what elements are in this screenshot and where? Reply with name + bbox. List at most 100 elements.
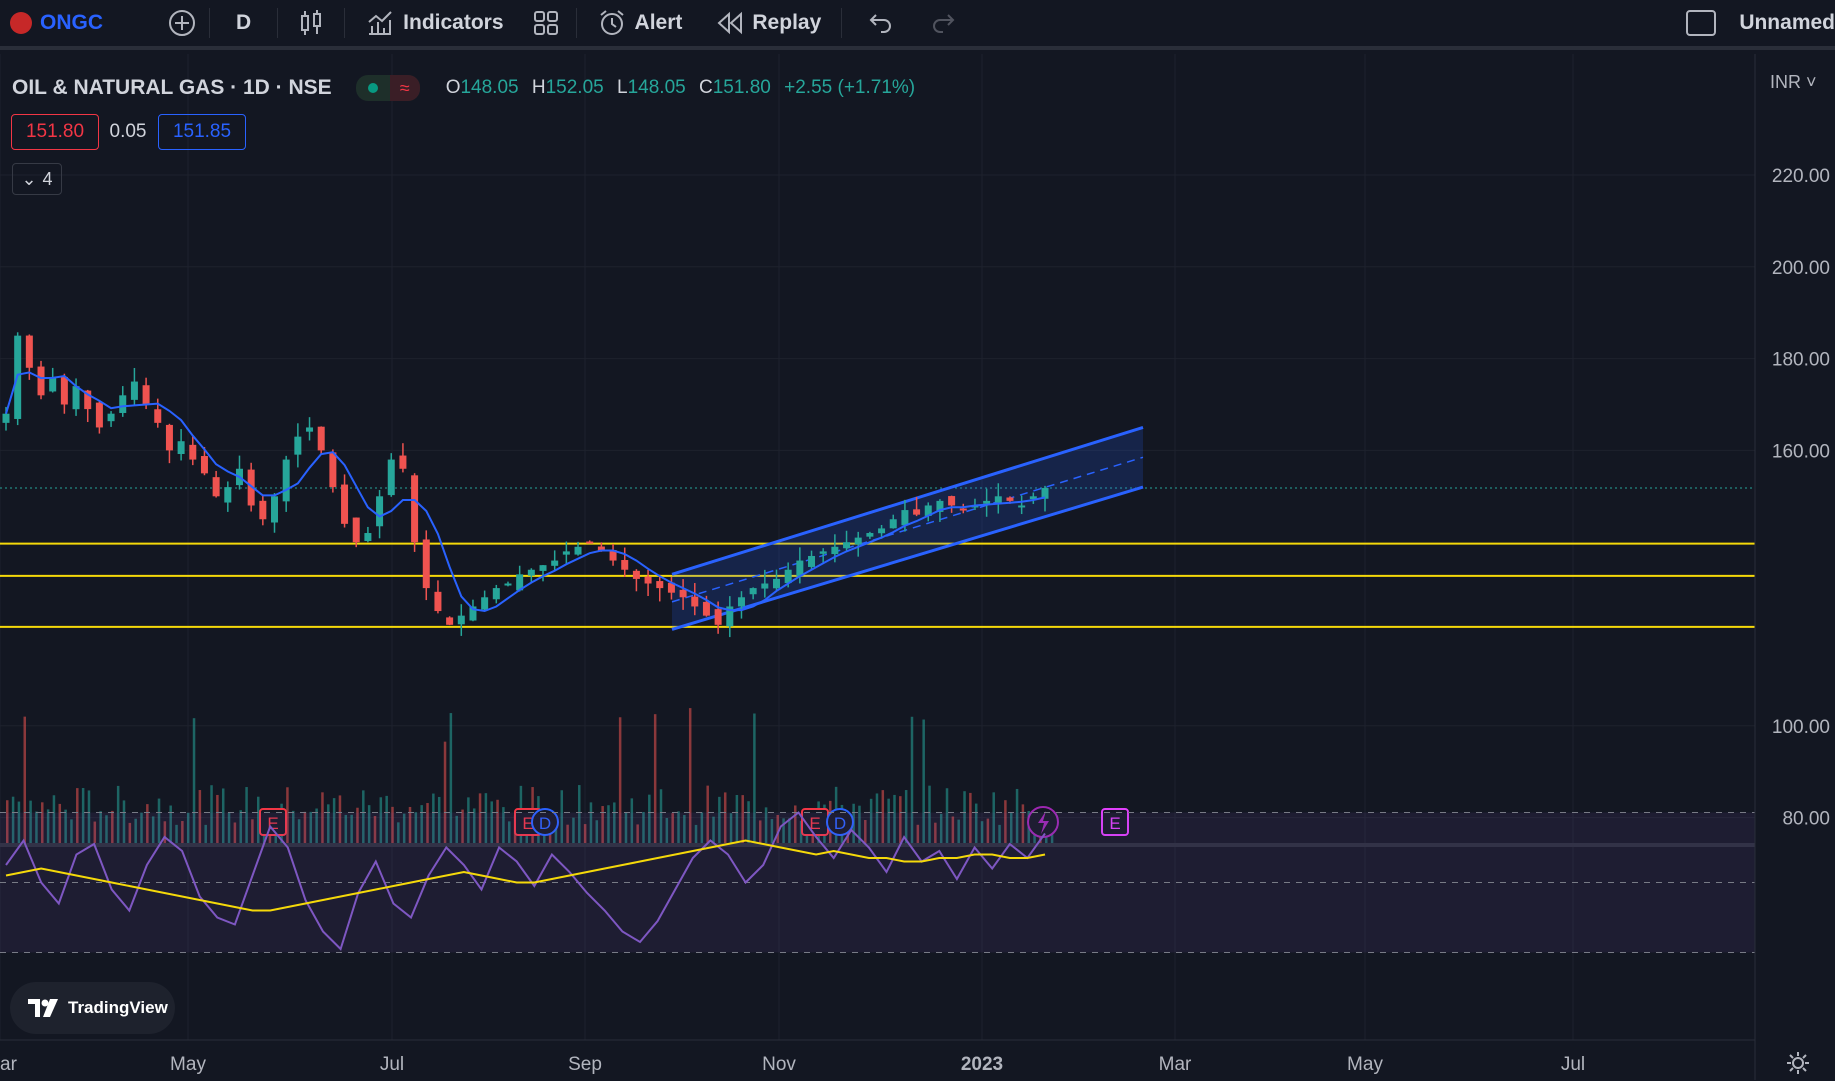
chevron-down-icon: ⌄ [21, 168, 37, 189]
volume-bar [297, 819, 301, 843]
layout-menu[interactable]: Unnamed [1673, 0, 1835, 48]
time-tick-label: Jul [380, 1054, 404, 1075]
rsi-line [5, 811, 1046, 951]
volume-bar [572, 817, 575, 843]
indicators-button[interactable]: Indicators [345, 0, 515, 48]
symbol-search[interactable]: ONGC [0, 0, 115, 48]
volume-bar [64, 809, 67, 843]
candle-body [948, 496, 956, 506]
volume-bar [653, 714, 657, 843]
volume-bar [128, 822, 132, 843]
volume-bar [344, 814, 348, 843]
price-axis[interactable]: 220.00 200.00 180.00 160.00 100.00 80.00 [1754, 54, 1835, 1080]
candle-body [866, 533, 874, 537]
redo-icon [933, 14, 955, 33]
candle-body [796, 560, 804, 577]
interval-button[interactable]: D [210, 0, 277, 48]
volume-bar [99, 811, 102, 843]
volume-bar [1009, 812, 1013, 843]
volume-bar [478, 793, 482, 843]
candle-body [492, 588, 500, 600]
volume-bar [887, 798, 890, 843]
candle-body [457, 615, 465, 625]
volume-bar [397, 822, 400, 843]
candle-body [808, 555, 816, 567]
alert-label: Alert [634, 11, 683, 34]
candle-body [691, 596, 699, 607]
time-tick-label: 2023 [961, 1054, 1003, 1075]
ma-line [5, 371, 1046, 613]
tradingview-logo-icon [28, 999, 58, 1017]
volume-bar [700, 812, 704, 843]
volume-bar [934, 822, 937, 843]
volume-bar [391, 806, 394, 843]
event-marker-label: E [1109, 814, 1120, 833]
toolbar-divider [344, 8, 346, 38]
market-status-pill[interactable]: ≈ [355, 75, 420, 101]
replay-button[interactable]: Replay [694, 0, 833, 48]
templates-button[interactable] [516, 0, 576, 48]
candle-body [37, 366, 45, 396]
candle-body [726, 606, 734, 627]
candle-body [329, 452, 337, 488]
candle-body [2, 413, 10, 423]
candle-body [831, 546, 839, 555]
volume-bar [688, 708, 692, 843]
volume-bar [630, 798, 634, 843]
volume-bar [589, 802, 593, 843]
currency-selector[interactable]: INR ˅ [1770, 72, 1817, 93]
ongc-logo-icon [10, 12, 32, 34]
tradingview-logo[interactable]: TradingView [10, 982, 175, 1034]
volume-bar [694, 824, 698, 843]
redo-button[interactable] [912, 0, 974, 48]
candle-body [25, 335, 33, 368]
volume-bar [449, 713, 453, 843]
time-axis[interactable]: ar May Jul Sep Nov 2023 Mar May Jul [0, 1039, 1755, 1075]
volume-bar [303, 811, 307, 843]
volume-bar [747, 801, 750, 843]
ask-button[interactable]: 151.85 [158, 114, 246, 150]
settings-button[interactable] [1785, 1050, 1811, 1081]
volume-bar [665, 817, 669, 843]
indicator-count: 4 [42, 168, 53, 189]
chart-type-button[interactable] [278, 0, 344, 48]
event-marker-label: D [834, 814, 846, 833]
candle-body [72, 386, 80, 410]
volume-bar [461, 809, 464, 843]
bid-button[interactable]: 151.80 [11, 114, 99, 150]
volume-bar [251, 819, 254, 843]
indicators-icon [368, 11, 392, 35]
candle-body [586, 541, 594, 544]
volume-bar [186, 812, 190, 843]
candle-body [878, 528, 886, 534]
undo-button[interactable] [842, 0, 912, 48]
earnings-marker [1101, 808, 1129, 836]
compare-symbol-button[interactable] [155, 0, 209, 48]
candle-body [504, 583, 512, 586]
time-tick-label: May [170, 1054, 206, 1075]
volume-bar [776, 814, 779, 843]
volume-bar [52, 795, 56, 843]
candle-body [527, 569, 535, 576]
volume-bar [321, 792, 324, 843]
indicators-collapse-button[interactable]: ⌄ 4 [12, 163, 62, 195]
alert-button[interactable]: Alert [577, 0, 695, 48]
candle-body [632, 570, 640, 579]
earnings-marker [259, 808, 287, 836]
volume-bar [309, 811, 313, 843]
candle-body [200, 456, 208, 474]
volume-bar [76, 788, 79, 843]
candle-body [411, 475, 419, 543]
high-key: H [531, 77, 546, 98]
symbol-title: OIL & NATURAL GAS · 1D · NSE [12, 76, 332, 99]
candle-body [189, 444, 197, 460]
volume-bar [140, 812, 143, 843]
volume-bar [437, 796, 441, 843]
volume-bar [426, 803, 429, 843]
candlestick-series [2, 332, 1049, 638]
spread-value: 0.05 [104, 114, 152, 150]
volume-bar [379, 797, 383, 843]
volume-bar [93, 821, 97, 843]
